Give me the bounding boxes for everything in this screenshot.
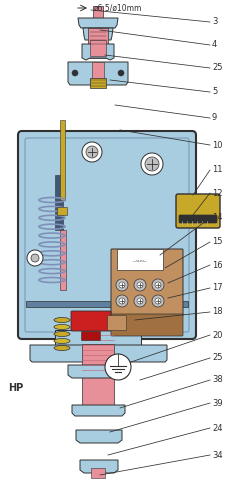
Ellipse shape <box>54 325 70 329</box>
FancyBboxPatch shape <box>108 316 126 330</box>
Circle shape <box>137 298 143 304</box>
Ellipse shape <box>54 338 70 343</box>
Text: HP: HP <box>8 383 23 393</box>
Circle shape <box>145 157 159 171</box>
Polygon shape <box>83 28 113 40</box>
Polygon shape <box>80 460 118 473</box>
Text: 25: 25 <box>212 64 222 73</box>
Ellipse shape <box>54 331 70 336</box>
FancyBboxPatch shape <box>18 131 196 339</box>
Bar <box>90 78 106 88</box>
Text: 15: 15 <box>212 238 222 247</box>
Circle shape <box>134 295 146 307</box>
Circle shape <box>31 254 39 262</box>
Polygon shape <box>68 62 128 85</box>
Bar <box>60 120 65 200</box>
Text: 14: 14 <box>212 213 222 222</box>
Text: 38: 38 <box>212 375 223 384</box>
Polygon shape <box>30 345 167 362</box>
Ellipse shape <box>54 345 70 351</box>
Text: 39: 39 <box>212 399 223 408</box>
Circle shape <box>82 142 102 162</box>
Ellipse shape <box>54 318 70 323</box>
FancyBboxPatch shape <box>111 314 183 336</box>
Bar <box>82 344 114 408</box>
Bar <box>92 62 104 85</box>
Bar <box>26 301 188 307</box>
Text: 34: 34 <box>212 451 223 459</box>
Polygon shape <box>68 365 128 378</box>
Circle shape <box>155 282 161 288</box>
Circle shape <box>134 279 146 291</box>
FancyBboxPatch shape <box>81 331 101 340</box>
Circle shape <box>152 295 164 307</box>
Polygon shape <box>72 405 125 416</box>
Text: Rp 156
RT balances: Rp 156 RT balances <box>133 260 147 262</box>
Text: 3: 3 <box>212 17 217 27</box>
Bar <box>91 468 105 478</box>
Polygon shape <box>78 18 118 28</box>
Circle shape <box>152 279 164 291</box>
Text: 5: 5 <box>212 87 217 96</box>
FancyBboxPatch shape <box>179 215 217 223</box>
Circle shape <box>155 298 161 304</box>
Circle shape <box>119 282 125 288</box>
Bar <box>93 6 103 18</box>
Circle shape <box>137 282 143 288</box>
Bar <box>57 207 67 215</box>
Circle shape <box>116 295 128 307</box>
Text: 24: 24 <box>212 423 222 433</box>
Bar <box>88 28 108 58</box>
Text: ø6.5/ø10mm: ø6.5/ø10mm <box>94 3 142 12</box>
Text: 17: 17 <box>212 284 223 292</box>
Bar <box>55 175 63 230</box>
Circle shape <box>141 153 163 175</box>
Circle shape <box>116 279 128 291</box>
Text: 20: 20 <box>212 330 222 339</box>
Bar <box>55 330 141 345</box>
Bar <box>90 40 106 56</box>
Polygon shape <box>76 430 122 443</box>
FancyBboxPatch shape <box>118 249 163 271</box>
FancyBboxPatch shape <box>176 194 220 228</box>
Text: 12: 12 <box>212 189 222 198</box>
Circle shape <box>105 354 131 380</box>
Circle shape <box>119 298 125 304</box>
Text: 4: 4 <box>212 41 217 49</box>
Polygon shape <box>82 44 114 60</box>
FancyBboxPatch shape <box>71 311 111 331</box>
Circle shape <box>118 70 124 76</box>
Text: 18: 18 <box>212 307 223 317</box>
Text: 16: 16 <box>212 260 223 270</box>
Text: 25: 25 <box>212 354 222 363</box>
FancyBboxPatch shape <box>111 249 183 316</box>
Circle shape <box>27 250 43 266</box>
Circle shape <box>72 70 78 76</box>
Text: 9: 9 <box>212 114 217 123</box>
Bar <box>60 230 66 290</box>
Text: 10: 10 <box>212 140 222 150</box>
Circle shape <box>86 146 98 158</box>
Text: 11: 11 <box>212 165 222 174</box>
